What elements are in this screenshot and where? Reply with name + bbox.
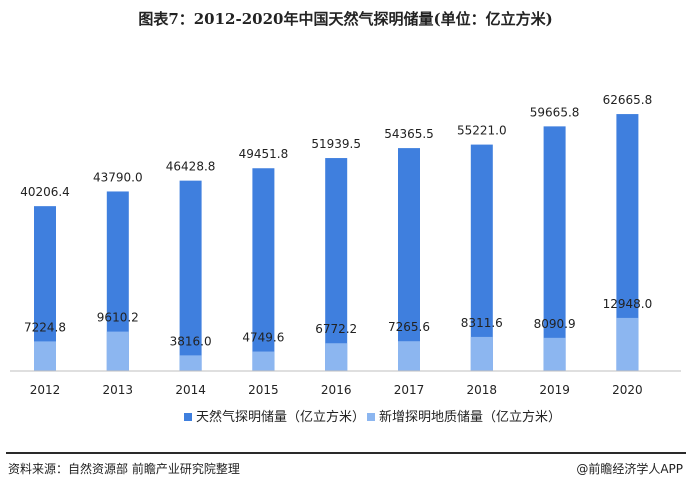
- legend-swatch-new: [367, 413, 375, 421]
- x-tick-2013: 2013: [103, 383, 134, 397]
- x-axis-tick-labels: 2012 2013 2014 2015 2016 2017 2018 2019 2020: [30, 383, 643, 397]
- x-tick-2016: 2016: [321, 383, 352, 397]
- x-tick-2020: 2020: [612, 383, 643, 397]
- label-new-2015: 4749.6: [242, 331, 284, 345]
- series-total-bars: [34, 114, 639, 372]
- bar-total-2015: [252, 168, 275, 371]
- legend: 天然气探明储量（亿立方米） 新增探明地质储量（亿立方米）: [184, 409, 561, 425]
- bar-new-2017: [398, 341, 420, 371]
- label-total-2015: 49451.8: [239, 147, 289, 161]
- x-tick-2018: 2018: [467, 383, 498, 397]
- bar-new-2020: [616, 317, 639, 371]
- legend-swatch-total: [184, 413, 192, 421]
- label-new-2012: 7224.8: [24, 320, 66, 334]
- label-new-2014: 3816.0: [170, 334, 212, 348]
- source-note: 资料来源：自然资源部 前瞻产业研究院整理: [8, 462, 240, 476]
- credit-note: @前瞻经济学人APP: [576, 462, 683, 476]
- label-total-2019: 59665.8: [530, 105, 580, 119]
- x-tick-2019: 2019: [539, 383, 570, 397]
- bar-total-2020: [616, 114, 639, 371]
- label-total-2017: 54365.5: [384, 127, 434, 141]
- label-new-2019: 8090.9: [534, 317, 576, 331]
- bar-new-2016: [325, 343, 348, 371]
- x-tick-2017: 2017: [394, 383, 425, 397]
- legend-label-total: 天然气探明储量（亿立方米）: [196, 409, 365, 425]
- bar-new-2014: [179, 355, 202, 371]
- label-new-2020: 12948.0: [603, 297, 653, 311]
- label-total-2013: 43790.0: [93, 170, 143, 184]
- label-total-2014: 46428.8: [166, 160, 216, 174]
- bar-new-2019: [543, 337, 566, 371]
- chart-title: 图表7：2012-2020年中国天然气探明储量(单位：亿立方米): [138, 10, 553, 28]
- label-new-2013: 9610.2: [97, 311, 139, 325]
- bar-new-2013: [106, 331, 129, 371]
- series-new-labels: 7224.8 9610.2 3816.0 4749.6 6772.2 7265.6 8311…: [24, 297, 652, 348]
- label-total-2018: 55221.0: [457, 124, 507, 138]
- bar-new-2012: [34, 341, 56, 371]
- x-tick-2012: 2012: [30, 383, 61, 397]
- legend-label-new: 新增探明地质储量（亿立方米）: [379, 409, 561, 425]
- label-total-2012: 40206.4: [20, 185, 70, 199]
- label-new-2016: 6772.2: [315, 322, 357, 336]
- label-new-2017: 7265.6: [388, 320, 430, 334]
- bar-new-2018: [470, 336, 493, 371]
- label-total-2016: 51939.5: [311, 137, 361, 151]
- bar-total-2018: [470, 144, 493, 371]
- footer-divider: [6, 452, 686, 454]
- series-new-bars: [34, 317, 639, 371]
- label-total-2020: 62665.8: [603, 93, 653, 107]
- bar-new-2015: [252, 351, 275, 371]
- bar-total-2014: [179, 180, 202, 371]
- label-new-2018: 8311.6: [461, 316, 503, 330]
- series-total-labels: 40206.4 43790.0 46428.8 49451.8 51939.5 54365…: [20, 93, 652, 199]
- bar-total-2012: [34, 206, 56, 371]
- bar-total-2016: [325, 158, 348, 371]
- x-tick-2014: 2014: [175, 383, 206, 397]
- bar-total-2019: [543, 126, 566, 372]
- bar-total-2017: [398, 148, 420, 371]
- bar-total-2013: [106, 191, 129, 371]
- x-tick-2015: 2015: [248, 383, 279, 397]
